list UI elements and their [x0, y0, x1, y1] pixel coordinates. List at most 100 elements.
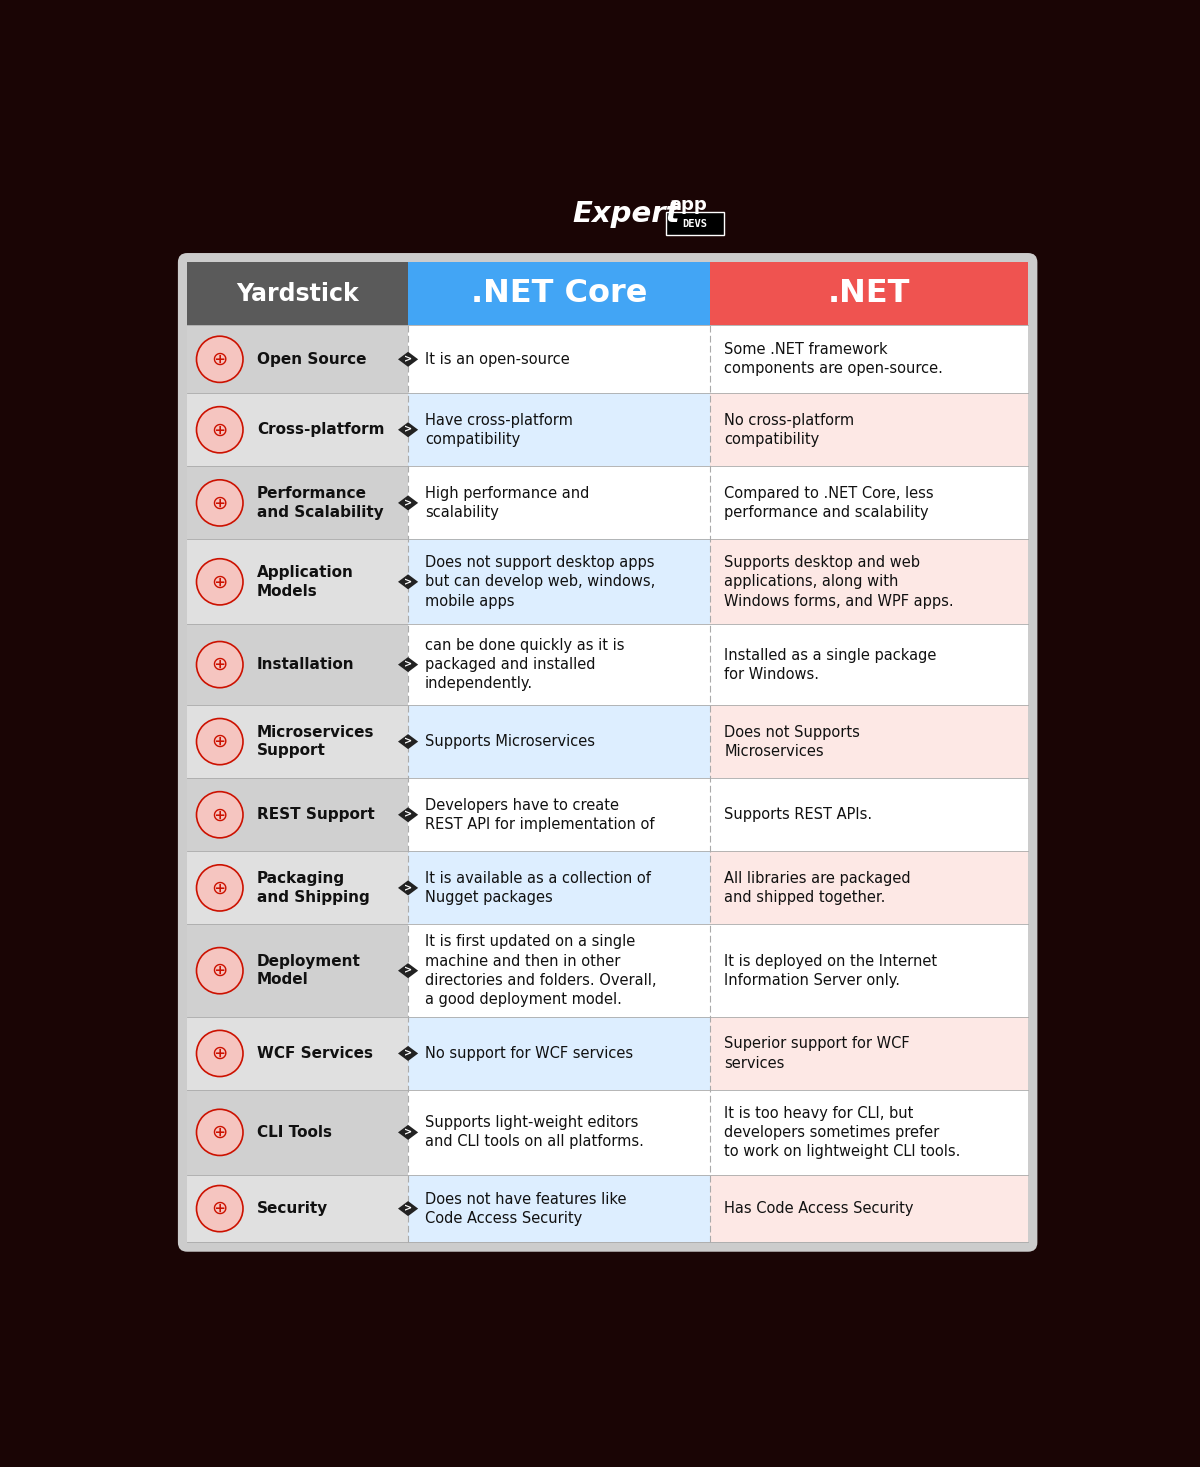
FancyBboxPatch shape	[408, 1017, 710, 1090]
FancyBboxPatch shape	[408, 467, 710, 540]
Text: Expert: Expert	[572, 200, 680, 227]
Circle shape	[197, 480, 242, 527]
Text: Supports light-weight editors
and CLI tools on all platforms.: Supports light-weight editors and CLI to…	[425, 1115, 644, 1150]
FancyBboxPatch shape	[710, 1090, 1028, 1175]
Text: ⊕: ⊕	[211, 732, 228, 751]
FancyBboxPatch shape	[187, 263, 408, 326]
Polygon shape	[398, 352, 418, 367]
Circle shape	[197, 866, 242, 911]
FancyBboxPatch shape	[408, 540, 710, 623]
FancyBboxPatch shape	[710, 263, 1028, 326]
Text: Cross-platform: Cross-platform	[257, 422, 384, 437]
FancyBboxPatch shape	[408, 393, 710, 467]
Circle shape	[197, 559, 242, 604]
Text: Installed as a single package
for Windows.: Installed as a single package for Window…	[725, 647, 937, 682]
Text: High performance and
scalability: High performance and scalability	[425, 486, 589, 519]
FancyBboxPatch shape	[408, 924, 710, 1017]
Text: CLI Tools: CLI Tools	[257, 1125, 332, 1140]
Text: Yardstick: Yardstick	[236, 282, 359, 305]
FancyBboxPatch shape	[408, 326, 710, 393]
FancyBboxPatch shape	[187, 851, 408, 924]
Text: Performance
and Scalability: Performance and Scalability	[257, 486, 384, 519]
Text: >: >	[404, 1049, 412, 1059]
Text: Packaging
and Shipping: Packaging and Shipping	[257, 871, 370, 905]
Text: Some .NET framework
components are open-source.: Some .NET framework components are open-…	[725, 342, 943, 377]
Text: Application
Models: Application Models	[257, 565, 354, 599]
Text: ⊕: ⊕	[211, 961, 228, 980]
Text: Compared to .NET Core, less
performance and scalability: Compared to .NET Core, less performance …	[725, 486, 934, 519]
FancyBboxPatch shape	[408, 706, 710, 778]
Polygon shape	[398, 880, 418, 895]
Circle shape	[197, 792, 242, 838]
Circle shape	[197, 1185, 242, 1232]
Text: It is first updated on a single
machine and then in other
directories and folder: It is first updated on a single machine …	[425, 934, 656, 1006]
FancyBboxPatch shape	[408, 851, 710, 924]
Text: WCF Services: WCF Services	[257, 1046, 373, 1061]
FancyBboxPatch shape	[187, 393, 408, 467]
FancyBboxPatch shape	[187, 1090, 408, 1175]
Text: >: >	[404, 883, 412, 893]
Text: Does not have features like
Code Access Security: Does not have features like Code Access …	[425, 1191, 626, 1226]
Text: ⊕: ⊕	[211, 572, 228, 591]
Text: Has Code Access Security: Has Code Access Security	[725, 1201, 913, 1216]
Polygon shape	[398, 807, 418, 823]
Text: All libraries are packaged
and shipped together.: All libraries are packaged and shipped t…	[725, 871, 911, 905]
Text: ⊕: ⊕	[211, 493, 228, 512]
Text: It is deployed on the Internet
Information Server only.: It is deployed on the Internet Informati…	[725, 954, 937, 987]
FancyBboxPatch shape	[408, 263, 710, 326]
Text: >: >	[404, 425, 412, 434]
Polygon shape	[398, 964, 418, 978]
Text: No support for WCF services: No support for WCF services	[425, 1046, 634, 1061]
Text: >: >	[404, 1127, 412, 1137]
Text: can be done quickly as it is
packaged and installed
independently.: can be done quickly as it is packaged an…	[425, 638, 625, 691]
Text: Supports REST APIs.: Supports REST APIs.	[725, 807, 872, 823]
FancyBboxPatch shape	[710, 1175, 1028, 1243]
Text: Does not Supports
Microservices: Does not Supports Microservices	[725, 725, 860, 758]
Text: Does not support desktop apps
but can develop web, windows,
mobile apps: Does not support desktop apps but can de…	[425, 555, 655, 609]
Text: DEVS: DEVS	[683, 219, 707, 229]
Text: Supports desktop and web
applications, along with
Windows forms, and WPF apps.: Supports desktop and web applications, a…	[725, 555, 954, 609]
Polygon shape	[398, 1125, 418, 1140]
Text: Open Source: Open Source	[257, 352, 366, 367]
Text: Installation: Installation	[257, 657, 354, 672]
FancyBboxPatch shape	[710, 623, 1028, 706]
FancyBboxPatch shape	[710, 924, 1028, 1017]
Polygon shape	[398, 496, 418, 511]
Text: app: app	[670, 195, 707, 214]
Polygon shape	[398, 1046, 418, 1061]
Text: >: >	[404, 810, 412, 820]
Circle shape	[197, 1030, 242, 1077]
Text: >: >	[404, 736, 412, 747]
FancyBboxPatch shape	[178, 252, 1037, 1251]
Text: >: >	[404, 965, 412, 976]
FancyBboxPatch shape	[710, 467, 1028, 540]
FancyBboxPatch shape	[187, 1017, 408, 1090]
Circle shape	[197, 1109, 242, 1156]
Text: It is too heavy for CLI, but
developers sometimes prefer
to work on lightweight : It is too heavy for CLI, but developers …	[725, 1106, 961, 1159]
Text: .NET: .NET	[828, 279, 911, 310]
Text: Security: Security	[257, 1201, 329, 1216]
FancyBboxPatch shape	[187, 467, 408, 540]
FancyBboxPatch shape	[710, 706, 1028, 778]
Text: Supports Microservices: Supports Microservices	[425, 734, 595, 750]
Circle shape	[197, 948, 242, 993]
Text: ⊕: ⊕	[211, 656, 228, 675]
FancyBboxPatch shape	[408, 1090, 710, 1175]
FancyBboxPatch shape	[710, 851, 1028, 924]
Circle shape	[197, 336, 242, 383]
Text: No cross-platform
compatibility: No cross-platform compatibility	[725, 412, 854, 447]
Text: It is available as a collection of
Nugget packages: It is available as a collection of Nugge…	[425, 871, 650, 905]
FancyBboxPatch shape	[187, 778, 408, 851]
Text: Superior support for WCF
services: Superior support for WCF services	[725, 1036, 910, 1071]
Text: >: >	[404, 660, 412, 669]
Text: ⊕: ⊕	[211, 1122, 228, 1141]
Text: >: >	[404, 497, 412, 508]
FancyBboxPatch shape	[710, 393, 1028, 467]
Text: ⊕: ⊕	[211, 879, 228, 898]
Text: Deployment
Model: Deployment Model	[257, 954, 361, 987]
FancyBboxPatch shape	[710, 326, 1028, 393]
Text: It is an open-source: It is an open-source	[425, 352, 570, 367]
FancyBboxPatch shape	[710, 778, 1028, 851]
FancyBboxPatch shape	[408, 778, 710, 851]
FancyBboxPatch shape	[666, 213, 724, 235]
